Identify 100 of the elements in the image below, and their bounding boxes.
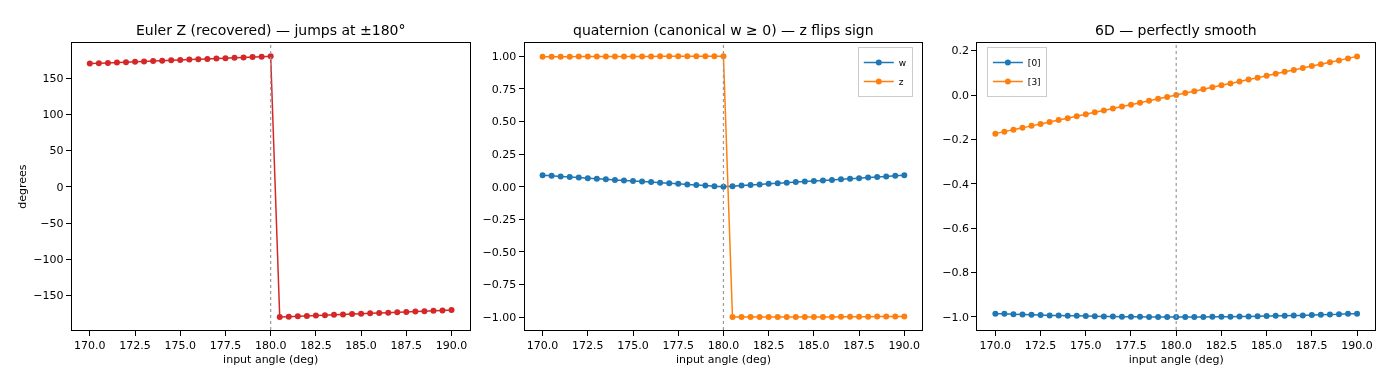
point bbox=[1209, 84, 1216, 91]
point bbox=[1127, 101, 1134, 108]
x-tick-label: 182.5 bbox=[752, 339, 785, 353]
x-axis-title: input angle (deg) bbox=[223, 353, 319, 367]
x-tick-label: 170.0 bbox=[979, 339, 1012, 353]
point bbox=[747, 181, 754, 188]
point bbox=[1146, 97, 1153, 104]
point bbox=[684, 53, 691, 60]
point bbox=[593, 175, 600, 182]
point bbox=[1064, 312, 1071, 319]
point bbox=[639, 53, 646, 60]
point bbox=[819, 313, 826, 320]
point bbox=[539, 53, 546, 60]
point bbox=[330, 311, 337, 318]
legend-label: z bbox=[898, 77, 904, 88]
point bbox=[376, 310, 383, 317]
x-tick-label: 180.0 bbox=[254, 339, 287, 353]
x-tick-label: 177.5 bbox=[1115, 339, 1147, 353]
point bbox=[639, 178, 646, 185]
chart-title: Euler Z (recovered) — jumps at ±180° bbox=[136, 22, 406, 38]
x-tick-label: 190.0 bbox=[435, 339, 468, 353]
y-tick-label: −0.2 bbox=[942, 133, 970, 147]
point bbox=[1272, 312, 1279, 319]
point bbox=[1028, 311, 1035, 318]
point bbox=[1281, 68, 1288, 75]
point bbox=[557, 53, 564, 60]
point bbox=[602, 53, 609, 60]
point bbox=[892, 172, 899, 179]
point bbox=[1263, 72, 1270, 79]
point bbox=[810, 177, 817, 184]
point bbox=[421, 308, 428, 315]
point bbox=[285, 313, 292, 320]
point bbox=[86, 60, 93, 67]
x-tick-label: 172.5 bbox=[572, 339, 604, 353]
y-tick-label: −150 bbox=[33, 289, 64, 303]
point bbox=[819, 177, 826, 184]
y-tick-label: 150 bbox=[42, 71, 64, 85]
point bbox=[1010, 311, 1017, 318]
point bbox=[620, 53, 627, 60]
point bbox=[303, 312, 310, 319]
point bbox=[1127, 313, 1134, 320]
point bbox=[611, 176, 618, 183]
point bbox=[1236, 313, 1243, 320]
point bbox=[1308, 311, 1315, 318]
x-tick-label: 187.5 bbox=[1296, 339, 1328, 353]
point bbox=[774, 180, 781, 187]
point bbox=[1299, 312, 1306, 319]
y-axis-title: degrees bbox=[15, 164, 29, 209]
point bbox=[1046, 119, 1053, 126]
point bbox=[865, 174, 872, 181]
point bbox=[648, 53, 655, 60]
y-tick-label: −50 bbox=[40, 216, 64, 230]
point bbox=[1091, 109, 1098, 116]
point bbox=[575, 174, 582, 181]
point bbox=[412, 308, 419, 315]
x-tick-label: 187.5 bbox=[843, 339, 875, 353]
point bbox=[1155, 95, 1162, 102]
point bbox=[1227, 313, 1234, 320]
point bbox=[729, 183, 736, 190]
point bbox=[367, 310, 374, 317]
point bbox=[1164, 313, 1171, 320]
point bbox=[1254, 74, 1261, 81]
point bbox=[684, 181, 691, 188]
point bbox=[1200, 86, 1207, 93]
point bbox=[865, 313, 872, 320]
point bbox=[1182, 90, 1189, 97]
x-tick-label: 175.0 bbox=[617, 339, 649, 353]
point bbox=[204, 55, 211, 62]
point bbox=[666, 53, 673, 60]
point bbox=[249, 54, 256, 61]
point bbox=[195, 56, 202, 63]
point bbox=[611, 53, 618, 60]
point bbox=[992, 130, 999, 137]
point bbox=[828, 313, 835, 320]
x-tick-label: 182.5 bbox=[300, 339, 332, 353]
point bbox=[439, 307, 446, 314]
point bbox=[1028, 122, 1035, 129]
point bbox=[95, 60, 102, 67]
point bbox=[104, 59, 111, 66]
chart-title: quaternion (canonical w ≥ 0) — z flips sign bbox=[573, 22, 874, 38]
point bbox=[1118, 313, 1125, 320]
y-tick-label: −1.00 bbox=[482, 310, 517, 324]
x-tick-label: 185.0 bbox=[1250, 339, 1283, 353]
point bbox=[828, 176, 835, 183]
point bbox=[648, 179, 655, 186]
point bbox=[1272, 70, 1279, 77]
point bbox=[276, 314, 283, 320]
point bbox=[666, 180, 673, 187]
point bbox=[702, 53, 709, 60]
point bbox=[657, 179, 664, 186]
point bbox=[693, 53, 700, 60]
point bbox=[1290, 66, 1297, 73]
y-tick-label: −0.8 bbox=[942, 266, 970, 280]
point bbox=[1082, 111, 1089, 118]
chart-title: 6D — perfectly smooth bbox=[1095, 22, 1257, 38]
legend-label: [3] bbox=[1027, 77, 1041, 88]
point bbox=[1019, 311, 1026, 318]
point bbox=[1055, 117, 1062, 124]
point bbox=[792, 179, 799, 186]
point bbox=[548, 172, 555, 179]
